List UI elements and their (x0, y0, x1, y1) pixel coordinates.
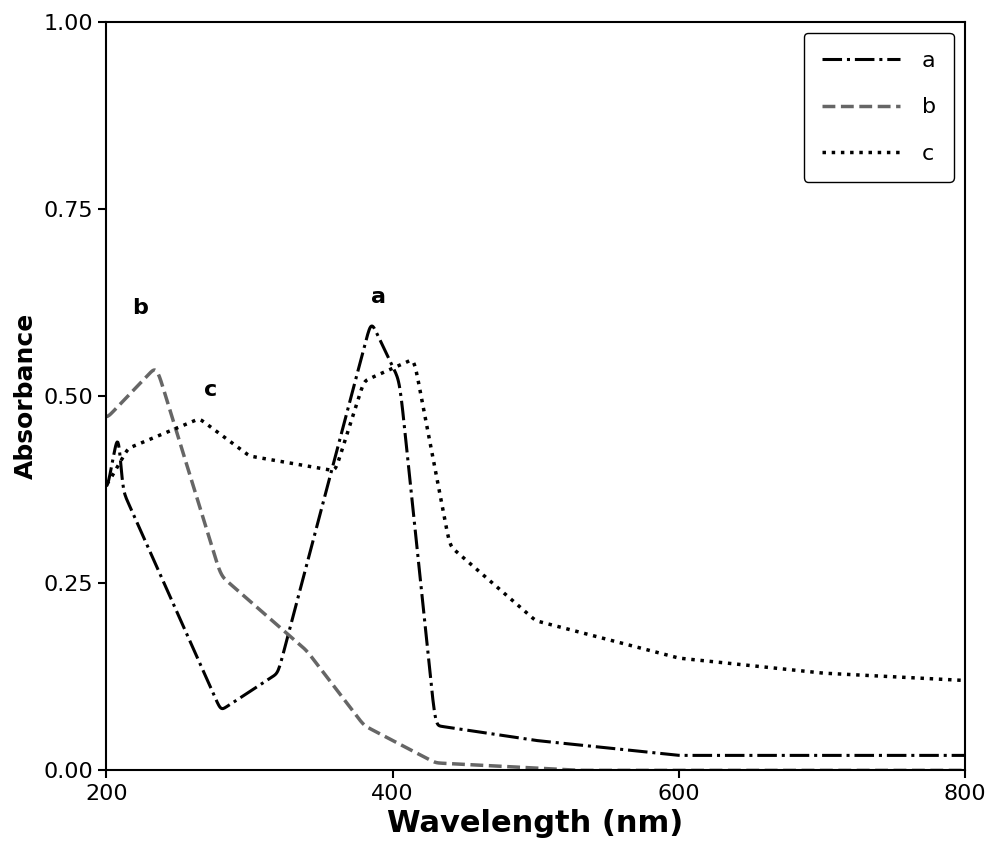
Text: c: c (204, 380, 217, 400)
c (245, 451, 257, 461)
a (245, 686, 257, 696)
X-axis label: Wavelength (nm): Wavelength (nm) (387, 809, 684, 838)
a (390, 370, 402, 380)
Line: a: a (106, 326, 965, 756)
Line: c: c (106, 360, 965, 681)
Line: b: b (106, 370, 965, 770)
a (959, 751, 971, 761)
c (552, 621, 564, 631)
c (100, 479, 112, 489)
Text: b: b (132, 298, 148, 318)
b (246, 597, 258, 607)
Legend: a, b, c: a, b, c (804, 33, 954, 181)
b (570, 765, 582, 775)
a (552, 738, 564, 748)
b (215, 568, 227, 579)
b (148, 365, 160, 375)
b (552, 764, 564, 774)
Text: a: a (371, 286, 386, 307)
a (214, 702, 226, 712)
c (390, 362, 402, 372)
b (959, 765, 971, 775)
a (682, 751, 694, 761)
b (473, 760, 485, 770)
c (473, 567, 485, 577)
Y-axis label: Absorbance: Absorbance (14, 313, 38, 479)
c (570, 626, 582, 636)
b (100, 412, 112, 422)
a (100, 481, 112, 492)
c (405, 355, 417, 366)
b (584, 765, 596, 775)
a (366, 321, 378, 331)
c (959, 676, 971, 686)
a (570, 740, 582, 750)
b (390, 737, 402, 747)
c (214, 429, 226, 440)
a (473, 727, 485, 737)
